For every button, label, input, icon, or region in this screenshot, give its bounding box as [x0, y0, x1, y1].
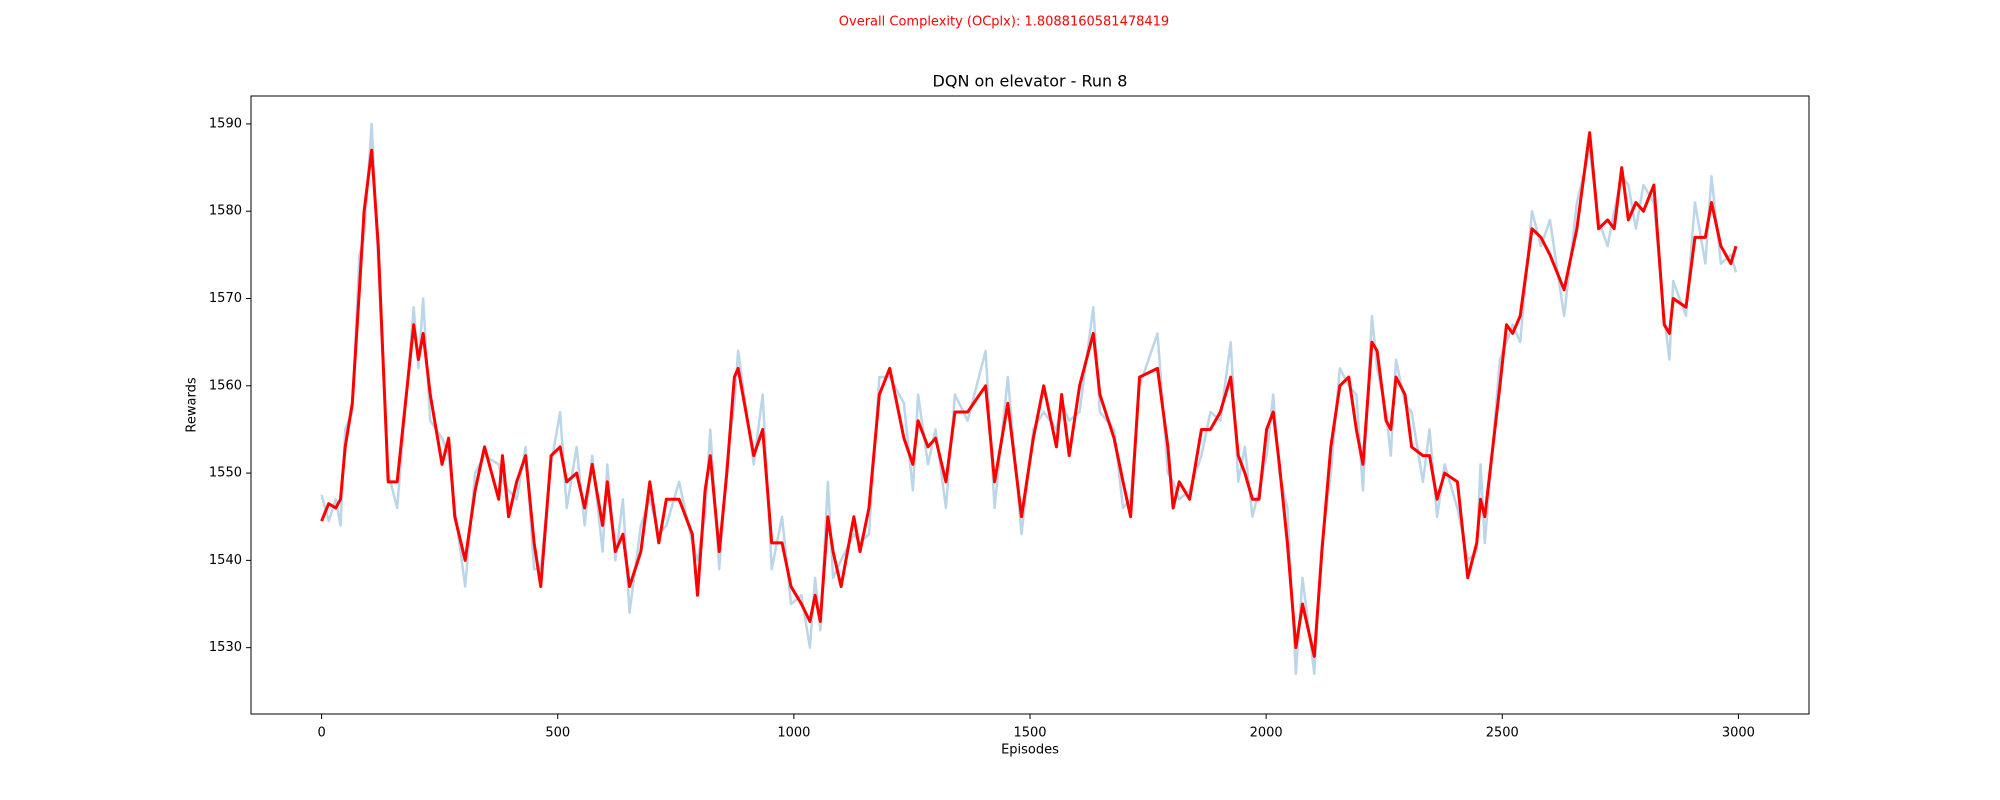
y-tick-label: 1530	[209, 640, 242, 655]
data-line	[320, 122, 1738, 676]
y-tick-label: 1590	[209, 116, 242, 131]
x-tick-label: 2000	[1250, 726, 1283, 741]
y-tick-label: 1540	[209, 553, 242, 568]
x-tick-label: 1500	[1013, 726, 1046, 741]
x-tick-label: 500	[545, 726, 570, 741]
y-tick-label: 1560	[209, 378, 242, 393]
x-tick-label: 3000	[1722, 726, 1755, 741]
y-tick-label: 1570	[209, 291, 242, 306]
y-tick-label: 1550	[209, 466, 242, 481]
x-axis-label: Episodes	[1001, 743, 1059, 758]
plot-frame	[250, 95, 1810, 715]
y-axis-label: Rewards	[185, 377, 200, 432]
y-tick-label: 1580	[209, 204, 242, 219]
x-tick-label: 2500	[1486, 726, 1519, 741]
data-line	[320, 131, 1738, 658]
x-tick-label: 1000	[777, 726, 810, 741]
suptitle: Overall Complexity (OCplx): 1.8088160581…	[839, 15, 1169, 30]
x-tick-label: 0	[317, 726, 325, 741]
chart-title: DQN on elevator - Run 8	[933, 72, 1128, 91]
